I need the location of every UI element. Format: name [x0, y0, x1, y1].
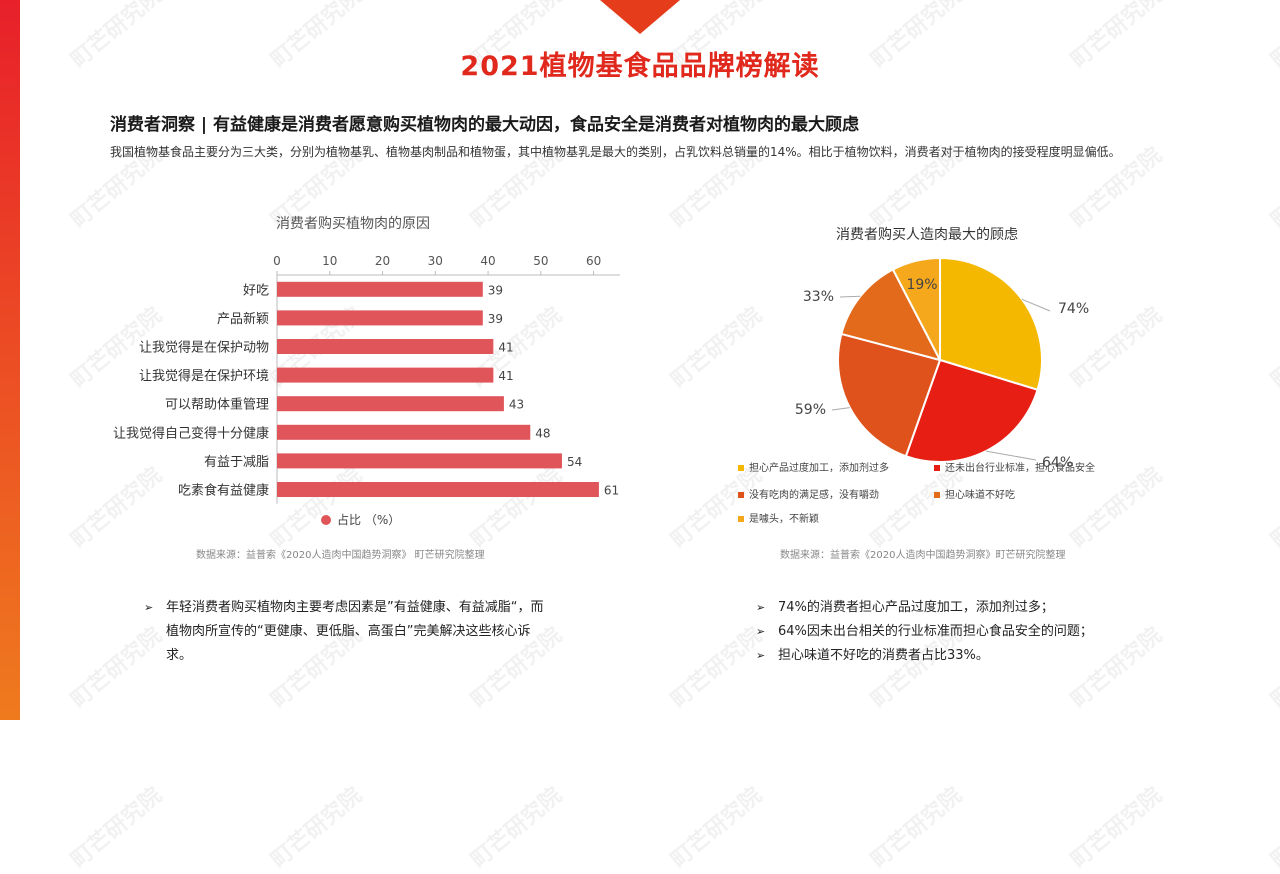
bar-value-label: 48 — [535, 426, 550, 440]
pie-slice — [837, 332, 942, 458]
page-title: 2021植物基食品品牌榜解读 — [460, 51, 820, 82]
pie-legend-label: 是噱头，不新颖 — [749, 512, 819, 525]
note-item: ➢ 担心味道不好吃的消费者占比33%。 — [756, 644, 1156, 668]
bar-category-label: 让我觉得是在保护环境 — [139, 368, 269, 384]
notes-left: ➢ 年轻消费者购买植物肉主要考虑因素是”有益健康、有益减脂“，而植物肉所宣传的“更… — [144, 596, 554, 668]
pie-leader-line — [1021, 298, 1051, 312]
pie-legend-swatch — [738, 516, 744, 522]
bar-category-label: 让我觉得是在保护动物 — [139, 340, 269, 356]
watermark-text: 町芒研究院 — [266, 782, 367, 873]
bar-category-label: 吃素食有益健康 — [178, 483, 269, 499]
pie-legend-swatch — [934, 465, 940, 471]
pie-chart-source: 数据来源：益普索《2020人造肉中国趋势洞察》町芒研究院整理 — [780, 550, 1066, 561]
bar — [277, 281, 483, 297]
pie-legend-label: 还未出台行业标准，担心食品安全 — [945, 461, 1095, 474]
arrow-bullet-icon: ➢ — [756, 625, 766, 638]
pie-slice — [939, 256, 1043, 392]
watermark-text: 町芒研究院 — [466, 782, 567, 873]
pie-legend-swatch — [934, 492, 940, 498]
bar-category-label: 好吃 — [243, 282, 269, 298]
pie-leader-line — [839, 295, 861, 298]
pie-value-label: 74% — [1058, 301, 1089, 317]
bar-x-tick-label: 20 — [375, 254, 390, 268]
bar-chart-title: 消费者购买植物肉的原因 — [276, 216, 430, 232]
bar-category-label: 可以帮助体重管理 — [165, 397, 269, 413]
bar — [277, 367, 494, 383]
note-text: 担心味道不好吃的消费者占比33%。 — [778, 648, 989, 663]
bar — [277, 310, 483, 326]
pie-legend-label: 担心味道不好吃 — [945, 488, 1015, 501]
pie-legend-label: 没有吃肉的满足感，没有嚼劲 — [749, 488, 879, 501]
pie-value-label: 19% — [906, 277, 937, 293]
note-item: ➢ 64%因未出台相关的行业标准而担心食品安全的问题； — [756, 620, 1156, 644]
bar-x-tick-label: 60 — [586, 254, 601, 268]
pie-leader-line — [985, 450, 1037, 461]
bar — [277, 396, 504, 412]
notes-right: ➢ 74%的消费者担心产品过度加工，添加剂过多； ➢ 64%因未出台相关的行业标准而担… — [756, 596, 1156, 668]
bar-x-tick-label: 50 — [533, 254, 548, 268]
bar — [277, 424, 531, 440]
bar-value-label: 41 — [498, 341, 513, 355]
bar-chart-source: 数据来源：益普索《2020人造肉中国趋势洞察》 町芒研究院整理 — [196, 550, 485, 561]
watermark-text: 町芒研究院 — [66, 782, 167, 873]
bar-value-label: 39 — [488, 283, 503, 297]
pie-legend-label: 担心产品过度加工，添加剂过多 — [749, 461, 889, 474]
pie-legend-swatch — [738, 492, 744, 498]
bar-category-label: 有益于减脂 — [204, 455, 269, 470]
note-text: 64%因未出台相关的行业标准而担心食品安全的问题； — [778, 624, 1093, 639]
bar-legend-label: 占比 （%） — [337, 512, 400, 527]
bar — [277, 482, 599, 497]
pie-chart: 消费者购买人造肉最大的顾虑 74% 64% 59% 33% 19% 担心产品过度加工，添加剂… — [738, 227, 1095, 525]
arrow-bullet-icon: ➢ — [144, 601, 154, 614]
pie-legend-swatch — [738, 465, 744, 471]
arrow-bullet-icon: ➢ — [756, 601, 766, 614]
note-text: 年轻消费者购买植物肉主要考虑因素是”有益健康、有益减脂“，而植物肉所宣传的“更健… — [166, 600, 544, 663]
note-text: 74%的消费者担心产品过度加工，添加剂过多； — [778, 600, 1054, 615]
bar-x-tick-label: 40 — [480, 254, 495, 268]
bar-value-label: 43 — [509, 398, 524, 412]
bar — [277, 339, 494, 354]
bar-category-label: 让我觉得自己变得十分健康 — [113, 425, 269, 441]
note-item: ➢ 年轻消费者购买植物肉主要考虑因素是”有益健康、有益减脂“，而植物肉所宣传的“更… — [144, 596, 554, 668]
bar-x-tick-label: 30 — [428, 254, 443, 268]
watermark-text: 町芒研究院 — [866, 782, 967, 873]
left-accent-bar — [0, 0, 20, 720]
pie-slice — [891, 256, 941, 361]
pie-value-label: 59% — [795, 402, 826, 418]
bar-value-label: 39 — [488, 312, 503, 326]
pie-chart-title: 消费者购买人造肉最大的顾虑 — [836, 227, 1018, 243]
intro-paragraph: 我国植物基食品主要分为三大类，分别为植物基乳、植物基肉制品和植物蛋，其中植物基乳… — [110, 145, 1121, 159]
arrow-bullet-icon: ➢ — [756, 649, 766, 662]
bar-x-tick-label: 10 — [322, 254, 337, 268]
watermark-text: 町芒研究院 — [1066, 782, 1167, 873]
bar-value-label: 41 — [498, 369, 513, 383]
bar-value-label: 54 — [567, 455, 582, 469]
top-decoration — [600, 0, 680, 34]
watermark-text: 町芒研究院 — [666, 782, 767, 873]
note-item: ➢ 74%的消费者担心产品过度加工，添加剂过多； — [756, 596, 1156, 620]
pie-value-label: 64% — [1042, 455, 1073, 471]
pie-leader-line — [831, 407, 850, 411]
bar — [277, 453, 562, 469]
bar-x-tick-label: 0 — [273, 254, 281, 268]
pie-value-label: 33% — [803, 289, 834, 305]
page-subtitle: 消费者洞察 | 有益健康是消费者愿意购买植物肉的最大动因，食品安全是消费者对植物… — [110, 115, 860, 135]
pie-slice — [840, 268, 942, 362]
bar-value-label: 61 — [604, 484, 619, 498]
bar-legend-swatch — [321, 515, 331, 525]
watermark-text: 町芒研究院 — [1266, 782, 1280, 873]
bar-chart: 消费者购买植物肉的原因 0 10 20 30 40 50 60 好吃 39 产品新颖 39 让我觉得是在… — [113, 216, 620, 527]
bar-category-label: 产品新颖 — [217, 311, 269, 327]
